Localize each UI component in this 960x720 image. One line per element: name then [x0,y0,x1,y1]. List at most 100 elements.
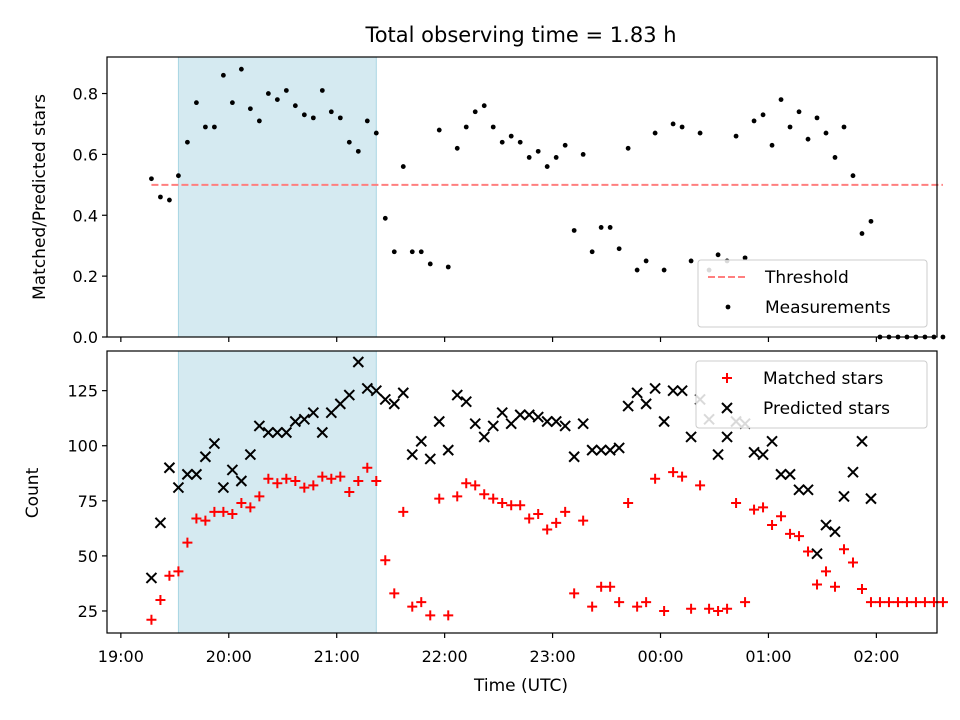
predicted-star-point [523,409,535,421]
matched-star-point [731,498,742,509]
predicted-star-point [199,451,212,463]
matched-star-point [695,480,706,491]
predicted-star-point [595,444,607,456]
matched-star-point [227,509,238,520]
matched-star-point [398,506,409,517]
predicted-star-point [442,444,454,456]
measurement-point [940,334,946,340]
matched-star-point [874,597,885,608]
measurement-point [607,225,613,230]
predicted-star-point [262,426,275,439]
measurement-point [751,118,757,124]
measurement-point [832,155,838,160]
matched-star-point [191,513,202,524]
matched-star-point [146,614,157,625]
measurement-point [373,130,379,136]
matched-star-point [560,506,571,517]
measurement-point [229,100,235,106]
predicted-star-point [820,519,832,531]
predicted-star-point [226,464,239,476]
measurement-point [238,66,244,72]
predicted-star-point [685,431,697,443]
matched-star-point [380,555,391,566]
predicted-star-point [280,426,293,439]
measurement-point [652,130,658,136]
matched-star-point [515,500,526,511]
predicted-star-point [424,453,436,465]
measurement-point [688,258,694,264]
predicted-star-point [856,435,868,448]
measurement-point [715,252,721,258]
top-shaded-span [177,56,377,338]
predicted-star-point [568,451,580,463]
measurement-point [517,139,523,145]
bottom-y-tick-label: 50 [78,547,98,566]
predicted-star-point [478,431,490,443]
matched-star-point [812,579,823,590]
predicted-star-point [460,395,472,408]
matched-star-point [785,528,796,539]
matched-star-point [892,597,903,608]
matched-star-point [362,462,373,473]
predicted-star-point [163,462,176,474]
measurement-point [292,103,298,109]
predicted-star-point [172,481,185,494]
predicted-star-point [415,435,427,448]
predicted-star-point [217,481,230,494]
top-y-tick-label: 0.4 [73,206,98,225]
measurement-point [490,124,496,130]
legend-measurement-swatch [725,304,731,310]
matched-star-point [650,473,661,484]
legend-matched-label: Matched stars [763,369,883,389]
chart-title: Total observing time = 1.83 h [364,23,676,47]
matched-star-point [865,597,876,608]
predicted-star-point [559,420,571,432]
predicted-star-point [505,417,517,430]
legend-threshold-label: Threshold [764,268,849,288]
bottom-axes-frame [106,350,938,634]
matched-star-point [254,491,265,502]
top-y-tick-label: 0.8 [73,85,98,104]
top-y-tick-label: 0.6 [73,145,98,164]
matched-star-point [776,511,787,522]
measurement-point [463,124,469,130]
measurement-point [436,127,442,133]
matched-star-point [722,603,733,614]
measurement-point [634,267,640,273]
predicted-star-point [145,572,158,584]
matched-star-point [164,570,175,581]
matched-star-point [272,478,283,489]
matched-star-point [452,491,463,502]
matched-star-point [847,557,858,568]
bottom-y-tick-label: 25 [78,602,98,621]
matched-star-point [443,610,454,621]
matched-star-point [551,517,562,528]
measurement-point [211,124,217,130]
predicted-star-point [307,406,320,419]
bottom-y-tick-label: 75 [78,492,98,511]
predicted-star-point [838,490,850,503]
measurement-point [472,109,478,115]
measurement-point [562,142,568,148]
measurement-point [661,267,667,273]
matched-star-point [677,471,688,482]
legend-measurement-label: Measurements [765,298,891,318]
measurement-point [454,145,460,151]
measurement-point [382,215,388,221]
matched-star-point [245,502,256,513]
matched-star-point [344,487,355,497]
bottom-shaded-span [177,350,377,634]
predicted-star-point [766,435,778,448]
matched-star-point [883,597,894,608]
top-axes-frame [106,56,938,338]
predicted-star-point [406,448,418,461]
matched-star-point [155,594,166,605]
top-legend: Threshold Measurements [697,259,928,328]
matched-star-point [596,581,607,592]
predicted-star-point [334,398,347,410]
measurement-point [553,155,559,160]
x-tick-label: 22:00 [422,647,468,666]
measurement-point [176,173,181,179]
measurement-point [742,255,748,261]
matched-star-point [524,513,535,524]
